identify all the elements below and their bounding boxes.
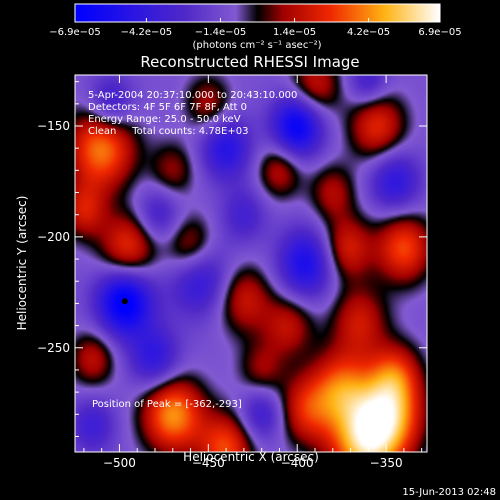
x-axis-title: Heliocentric X (arcsec): [183, 450, 319, 464]
annotation-clean-counts: Clean Total counts: 4.78E+03: [88, 126, 248, 137]
minimum-marker: [121, 298, 128, 305]
y-axis-ticks: −150 −200 −250: [37, 81, 427, 437]
colorbar-units-label: (photons cm⁻² s⁻¹ asec⁻²): [192, 40, 321, 51]
colorbar-tick-label: −4.2e−05: [121, 27, 173, 38]
plot-area: −500 −450 −400 −350 −150 −200 −250: [37, 74, 428, 470]
annotation-energy-range: Energy Range: 25.0 - 50.0 keV: [88, 114, 241, 125]
x-tick-label: −350: [370, 456, 403, 470]
plot-frame: [74, 74, 428, 453]
colorbar-ticks: −6.9e−05 −4.2e−05 −1.4e−05 1.4e−05 4.2e−05 6.…: [49, 18, 462, 38]
colorbar-gradient: [75, 4, 440, 22]
colorbar-tick-label: 6.9e−05: [418, 27, 461, 38]
annotation-peak-position: Position of Peak = [-362,-293]: [92, 399, 242, 410]
annotation-detectors: Detectors: 4F 5F 6F 7F 8F, Att 0: [88, 102, 247, 113]
annotation-time-range: 5-Apr-2004 20:37:10.000 to 20:43:10.000: [88, 90, 297, 101]
x-axis-ticks: −500 −450 −400 −350: [83, 75, 423, 470]
footer-timestamp: 15-Jun-2013 02:48: [402, 487, 496, 498]
colorbar-tick-label: 4.2e−05: [347, 27, 390, 38]
x-tick-label: −450: [192, 456, 225, 470]
colorbar-tick-label: −1.4e−05: [195, 27, 247, 38]
chart-title: Reconstructed RHESSI Image: [140, 53, 359, 71]
y-tick-label: −150: [37, 119, 70, 133]
minimum-point: [121, 298, 128, 305]
y-axis-title: Heliocentric Y (arcsec): [15, 196, 29, 331]
x-tick-label: −400: [281, 456, 314, 470]
colorbar-tick-label: −6.9e−05: [49, 27, 101, 38]
colorbar-tick-label: 1.4e−05: [273, 27, 316, 38]
x-tick-label: −500: [103, 456, 136, 470]
y-tick-label: −250: [37, 341, 70, 355]
colorbar: −6.9e−05 −4.2e−05 −1.4e−05 1.4e−05 4.2e−05 6.…: [49, 3, 462, 51]
annotations: 5-Apr-2004 20:37:10.000 to 20:43:10.000 …: [88, 90, 297, 410]
colorbar-frame: [74, 3, 441, 23]
y-tick-label: −200: [37, 230, 70, 244]
heatmap-image: [75, 75, 427, 452]
